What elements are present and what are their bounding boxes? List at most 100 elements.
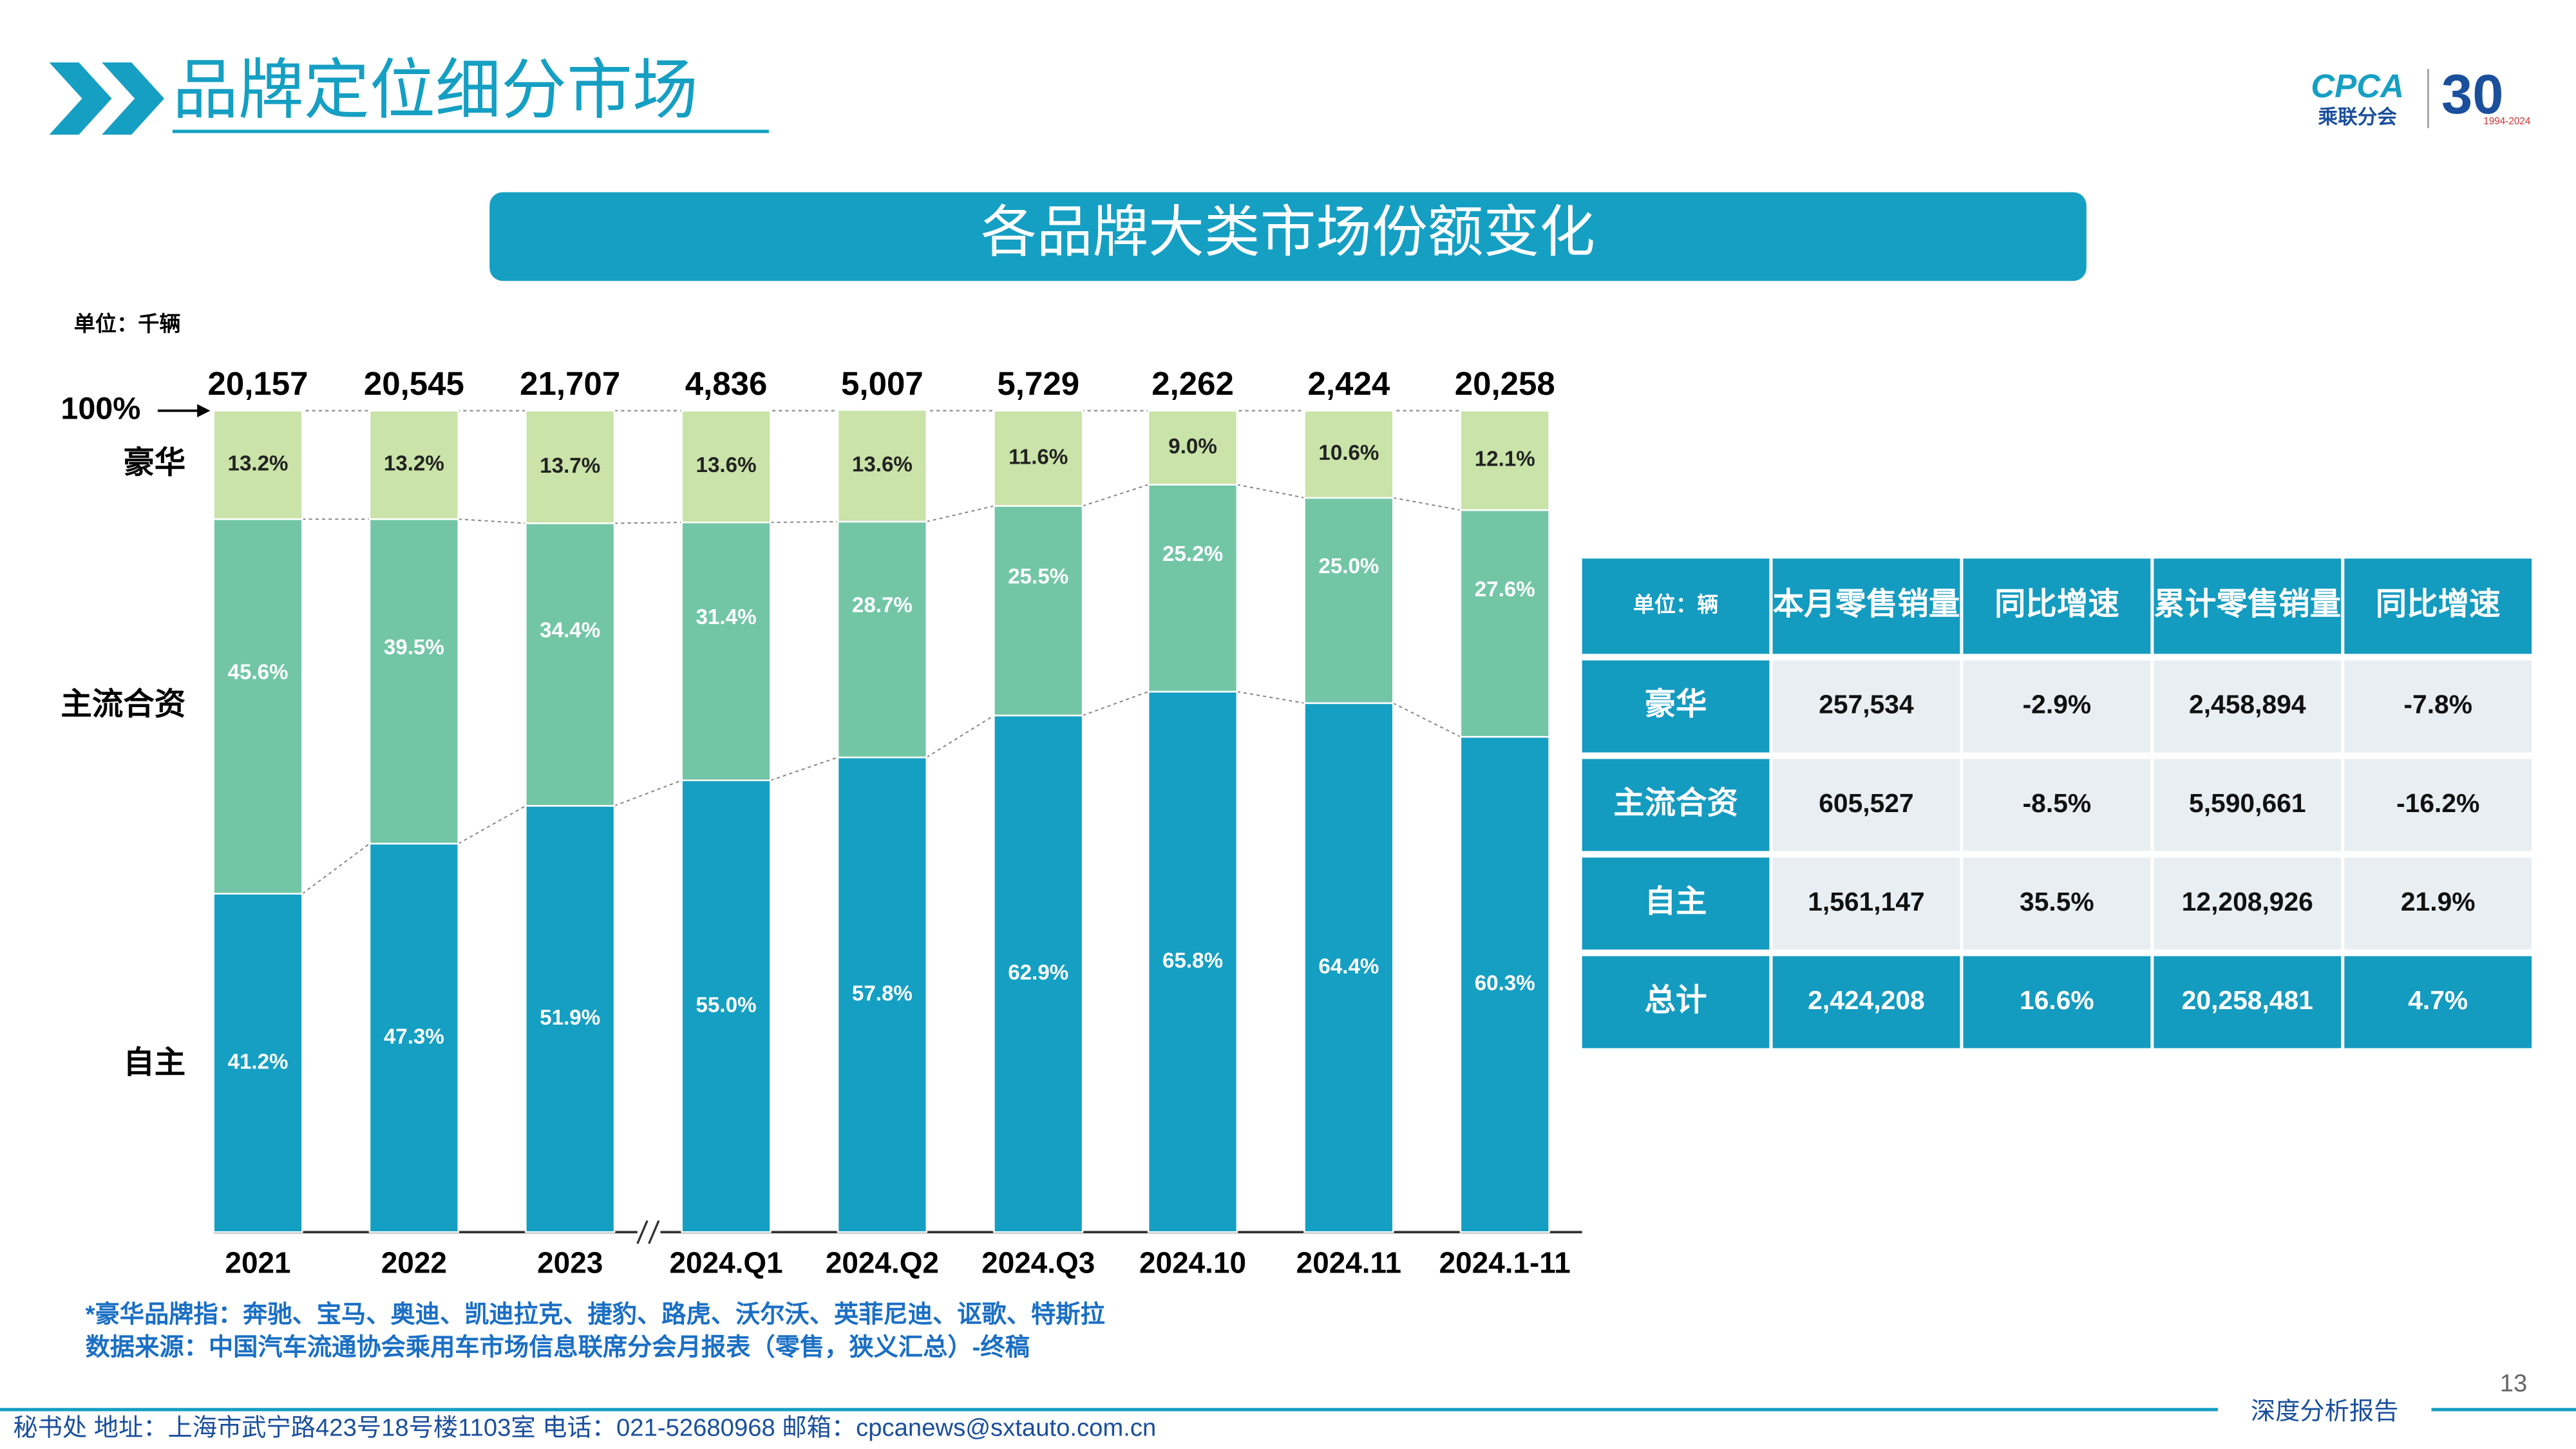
connector (1236, 484, 1305, 498)
table-cell (2154, 660, 2342, 753)
table-cell (1963, 660, 2151, 753)
report-tag: 深度分析报告 (2251, 1397, 2398, 1425)
table-header: 本月零售销量 (1773, 587, 1960, 621)
table-header: 累计零售销量 (2154, 587, 2341, 621)
table-header: 单位：辆 (1633, 592, 1719, 617)
note: 数据来源：中国汽车流通协会乘用车市场信息联席分会月报表（零售，狭义汇总）-终稿 (86, 1333, 1030, 1361)
data-label: 64.4% (1318, 954, 1379, 978)
logo-cn: 乘联分会 (2318, 106, 2397, 128)
anniversary-years: 1994-2024 (2483, 116, 2531, 127)
bar-segment (1303, 497, 1394, 705)
bar-segment (368, 518, 460, 845)
data-label: 65.8% (1162, 949, 1223, 972)
bar-segment (525, 410, 616, 524)
table-text: 5,590,661 (2189, 788, 2306, 818)
table-cell (1582, 759, 1770, 851)
footer: 秘书处 地址：上海市武宁路423号18号楼1103室 电话：021-526809… (13, 1414, 1156, 1441)
table-header-cell (1582, 558, 1770, 654)
total-label: 20,258 (1455, 365, 1555, 402)
data-label: 60.3% (1475, 971, 1535, 995)
table-cell (1772, 759, 1960, 851)
table-header-cell (1772, 558, 1960, 654)
data-label: 39.5% (384, 636, 444, 659)
table-cell (1772, 956, 1960, 1048)
bar-segment (837, 756, 928, 1233)
table-cell (2154, 857, 2342, 950)
table-cell (1772, 660, 1960, 753)
total-label: 20,545 (364, 365, 464, 402)
table-cell (1582, 660, 1770, 753)
bar-segment (213, 893, 303, 1233)
table-text: -16.2% (2396, 788, 2479, 818)
bar-segment (1459, 735, 1550, 1233)
table-cell (2344, 759, 2532, 851)
x-tick-label: 2021 (225, 1245, 290, 1279)
data-label: 62.9% (1008, 961, 1068, 985)
table-text: 21.9% (2401, 887, 2476, 916)
total-label: 5,729 (997, 365, 1079, 402)
bar-segment (837, 520, 928, 759)
data-label: 13.2% (384, 452, 444, 476)
x-tick-label: 2024.Q3 (981, 1245, 1095, 1279)
data-label: 31.4% (696, 605, 757, 629)
table-text: 豪华 (1645, 687, 1707, 722)
data-label: 34.4% (540, 619, 600, 643)
table-header-cell (2154, 558, 2342, 654)
table-cell (1582, 956, 1770, 1048)
table-text: 自主 (1645, 884, 1707, 919)
table-text: 20,258,481 (2182, 985, 2313, 1015)
table-cell (1772, 857, 1960, 950)
data-label: 25.2% (1162, 542, 1223, 566)
table-cell (2344, 660, 2532, 753)
table-text: 4.7% (2408, 985, 2468, 1015)
data-label: 13.2% (228, 452, 289, 476)
bar-segment (993, 505, 1084, 717)
data-label: 55.0% (696, 993, 757, 1017)
bar-segment (525, 805, 616, 1233)
data-label: 27.6% (1475, 578, 1535, 601)
data-label: 57.8% (852, 981, 913, 1005)
series-label: 豪华 (123, 446, 185, 480)
table-header-cell (2344, 558, 2532, 654)
data-label: 13.6% (852, 453, 913, 477)
page-number: 13 (2500, 1370, 2528, 1397)
x-tick-label: 2024.11 (1296, 1245, 1401, 1279)
table-cell (1582, 857, 1770, 950)
bar-segment (368, 410, 460, 520)
unit-label: 单位：千辆 (74, 312, 181, 336)
bar-segment (1303, 410, 1394, 499)
note: *豪华品牌指：奔驰、宝马、奥迪、凯迪拉克、捷豹、路虎、沃尔沃、英菲尼迪、讴歌、特… (86, 1300, 1105, 1328)
chevron-icon (102, 62, 165, 135)
data-label: 11.6% (1009, 446, 1068, 469)
data-label: 45.6% (228, 661, 289, 685)
data-label: 12.1% (1475, 448, 1535, 471)
connector (614, 522, 682, 524)
bar-segment (525, 522, 616, 807)
total-label: 2,424 (1308, 365, 1390, 402)
table-text: 1,561,147 (1808, 887, 1925, 916)
data-label: 51.9% (540, 1006, 600, 1030)
connector (614, 779, 683, 807)
bar-segment (837, 409, 928, 523)
connector (1392, 702, 1461, 738)
data-label: 9.0% (1168, 435, 1217, 459)
bar-segment (681, 410, 772, 524)
bar-segment (993, 714, 1084, 1233)
table-text: -8.5% (2023, 788, 2092, 818)
tick-arrow-head (197, 404, 211, 417)
table-text: 主流合资 (1613, 786, 1738, 820)
bar-segment (993, 410, 1084, 507)
table-cell (2154, 956, 2342, 1048)
page-title: 品牌定位细分市场 (173, 53, 698, 127)
connector (926, 715, 994, 758)
x-tick-label: 2024.Q1 (669, 1245, 782, 1279)
table-header: 同比增速 (1994, 587, 2119, 621)
total-label: 21,707 (520, 365, 620, 402)
data-label: 25.0% (1318, 554, 1379, 578)
table-text: -2.9% (2023, 690, 2092, 719)
x-tick-label: 2024.1-11 (1439, 1245, 1571, 1279)
table-text: 257,534 (1819, 690, 1914, 719)
table-text: 总计 (1645, 983, 1707, 1018)
bar-segment (213, 410, 303, 520)
